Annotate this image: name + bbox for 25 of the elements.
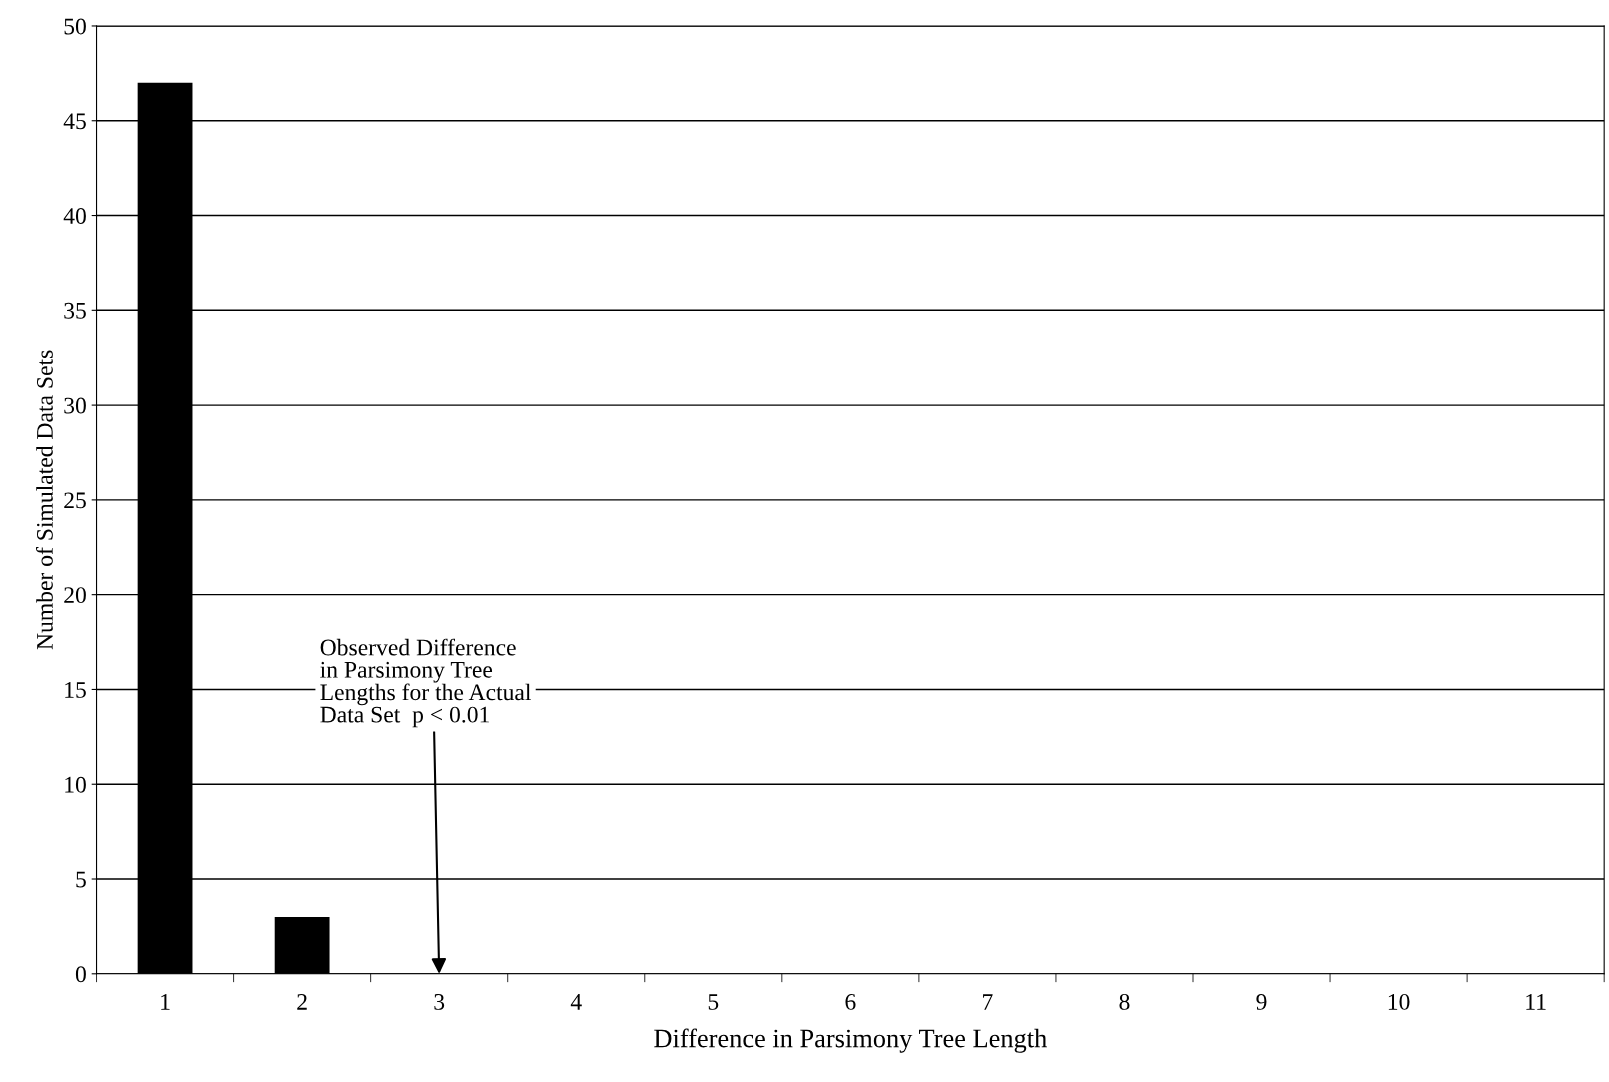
x-tick-label: 6 — [845, 993, 856, 1010]
y-tick-label: 35 — [64, 302, 86, 319]
y-tick-label: 30 — [64, 397, 86, 414]
annotation: Observed Difference in Parsimony Tree Lengths for the Actual Data Set p < 0.01 — [320, 638, 531, 728]
y-tick-label: 40 — [63, 208, 86, 224]
y-tick-label: 20 — [64, 587, 86, 604]
y-tick-label: 10 — [65, 776, 86, 793]
x-tick-label: 5 — [708, 994, 719, 1010]
x-tick-label: 1 — [161, 994, 170, 1010]
x-tick-label: 3 — [434, 993, 445, 1010]
y-axis-title: Number of Simulated Data Sets — [36, 350, 53, 650]
y-tick-label: 25 — [64, 492, 86, 509]
x-tick-label: 4 — [570, 994, 582, 1010]
x-tick-label: 9 — [1256, 993, 1267, 1010]
x-tick-label: 2 — [297, 993, 307, 1010]
x-tick-label: 7 — [983, 994, 993, 1010]
y-tick-label: 0 — [75, 966, 86, 983]
x-tick-label: 8 — [1119, 993, 1130, 1010]
y-tick-label: 5 — [76, 871, 86, 888]
y-tick-label: 45 — [63, 113, 86, 130]
x-axis-title: Difference in Parsimony Tree Length — [654, 1028, 1047, 1053]
x-tick-label: 10 — [1388, 993, 1410, 1010]
y-tick-label: 50 — [64, 18, 86, 35]
y-tick-label: 15 — [65, 682, 86, 698]
x-tick-label: 11 — [1526, 994, 1546, 1010]
